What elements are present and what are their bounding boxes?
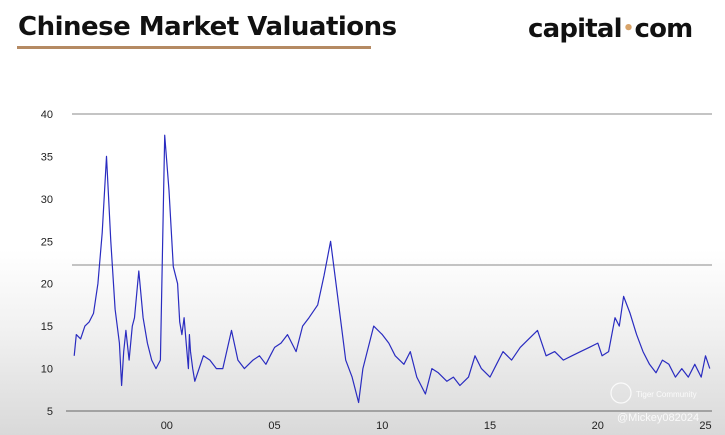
y-tick-label: 15 — [41, 321, 53, 333]
x-tick-label: 25 — [699, 420, 711, 432]
x-tick-label: 00 — [161, 420, 173, 432]
x-tick-label: 20 — [592, 420, 604, 432]
y-axis-ticks: 40 35 30 25 20 15 10 5 — [41, 109, 53, 418]
x-tick-label: 10 — [376, 420, 388, 432]
reference-lines — [72, 113, 712, 266]
y-tick-label: 20 — [41, 279, 53, 291]
y-tick-label: 5 — [47, 406, 53, 418]
y-tick-label: 25 — [41, 236, 53, 248]
title-underline — [17, 46, 371, 49]
y-tick-label: 40 — [41, 109, 53, 121]
chart-title: Chinese Market Valuations — [18, 12, 397, 42]
x-tick-label: 15 — [484, 420, 496, 432]
watermark-community: Tiger Community — [636, 390, 697, 399]
y-tick-label: 30 — [41, 194, 53, 206]
tiger-icon — [610, 382, 632, 404]
brand-logo: capital•com — [528, 14, 694, 44]
brand-logo-right: com — [634, 14, 694, 44]
y-tick-label: 35 — [41, 151, 53, 163]
watermark: Tiger Community @Mickey082024 — [610, 382, 699, 424]
watermark-handle: @Mickey082024 — [617, 412, 699, 424]
y-tick-label: 10 — [41, 364, 53, 376]
x-tick-label: 05 — [268, 420, 280, 432]
brand-logo-left: capital — [528, 14, 623, 44]
valuation-series-line — [73, 134, 711, 404]
x-axis-ticks: 00 05 10 15 20 25 — [161, 420, 712, 432]
brand-logo-dot: • — [622, 18, 635, 39]
